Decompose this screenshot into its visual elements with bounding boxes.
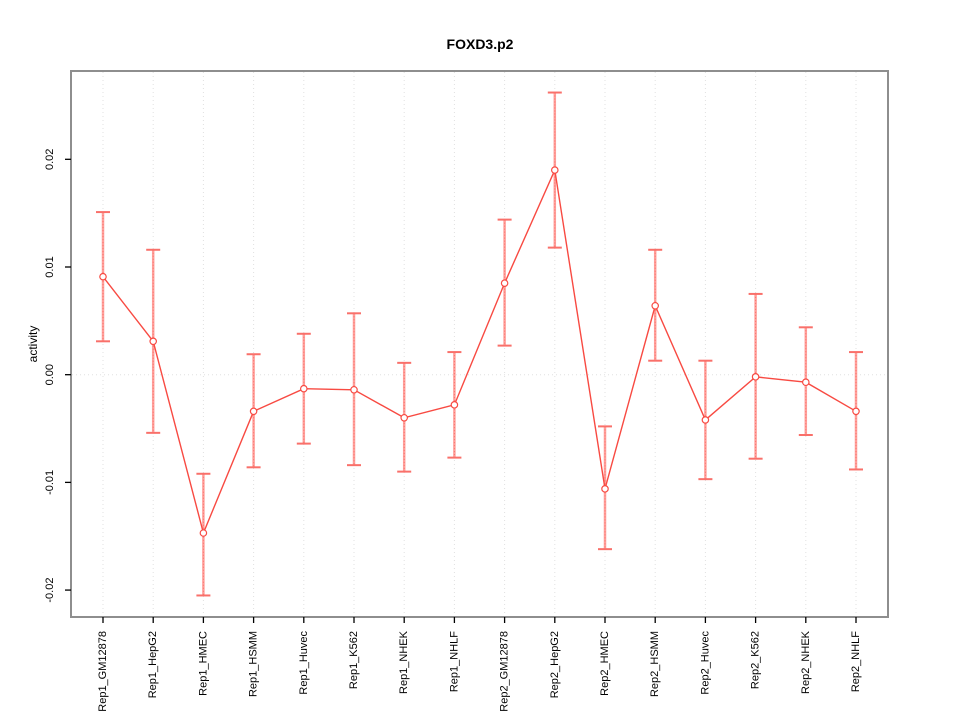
data-point-marker bbox=[701, 416, 710, 424]
x-tick-label: Rep2_NHLF bbox=[850, 631, 862, 692]
x-tick-label: Rep2_NHEK bbox=[800, 630, 812, 694]
data-point-marker bbox=[751, 373, 760, 381]
data-point-marker bbox=[400, 413, 409, 422]
chart-title: FOXD3.p2 bbox=[446, 36, 514, 52]
data-point-marker bbox=[500, 279, 509, 287]
data-point-marker bbox=[852, 407, 860, 416]
data-point-marker bbox=[99, 272, 107, 281]
x-tick-label: Rep2_HepG2 bbox=[549, 631, 561, 698]
series-line bbox=[102, 167, 857, 536]
x-tick-label: Rep2_K562 bbox=[750, 631, 762, 689]
data-point-marker bbox=[199, 529, 208, 537]
x-tick-label: Rep1_HMEC bbox=[197, 631, 209, 696]
y-tick-label: 0.00 bbox=[44, 364, 56, 385]
data-point-marker bbox=[601, 485, 609, 493]
data-point-marker bbox=[450, 401, 459, 409]
plot-border bbox=[70, 70, 889, 618]
y-tick-label: -0.02 bbox=[44, 578, 56, 603]
x-tick-label: Rep1_NHLF bbox=[448, 631, 460, 692]
data-point-marker bbox=[249, 407, 258, 416]
data-point-marker bbox=[801, 378, 810, 387]
y-tick-label: 0.02 bbox=[44, 149, 56, 170]
x-tick-label: Rep1_K562 bbox=[348, 631, 360, 689]
data-point-marker bbox=[550, 166, 559, 174]
x-tick-label: Rep2_GM12878 bbox=[499, 631, 511, 712]
x-tick-label: Rep1_Huvec bbox=[298, 631, 310, 695]
data-point-marker bbox=[149, 337, 158, 346]
x-tick-label: Rep2_HSMM bbox=[649, 631, 661, 697]
x-tick-label: Rep1_GM12878 bbox=[97, 631, 109, 712]
y-tick-label: -0.01 bbox=[44, 470, 56, 495]
data-point-marker bbox=[651, 301, 660, 310]
x-tick-label: Rep1_NHEK bbox=[398, 630, 410, 694]
x-tick-label: Rep1_HepG2 bbox=[147, 631, 159, 698]
x-tick-label: Rep1_HSMM bbox=[248, 631, 260, 697]
x-tick-label: Rep2_Huvec bbox=[699, 631, 711, 695]
data-point-marker bbox=[299, 384, 308, 393]
x-tick-label: Rep2_HMEC bbox=[599, 631, 611, 696]
y-tick-label: 0.01 bbox=[44, 256, 56, 277]
data-point-marker bbox=[350, 385, 358, 394]
